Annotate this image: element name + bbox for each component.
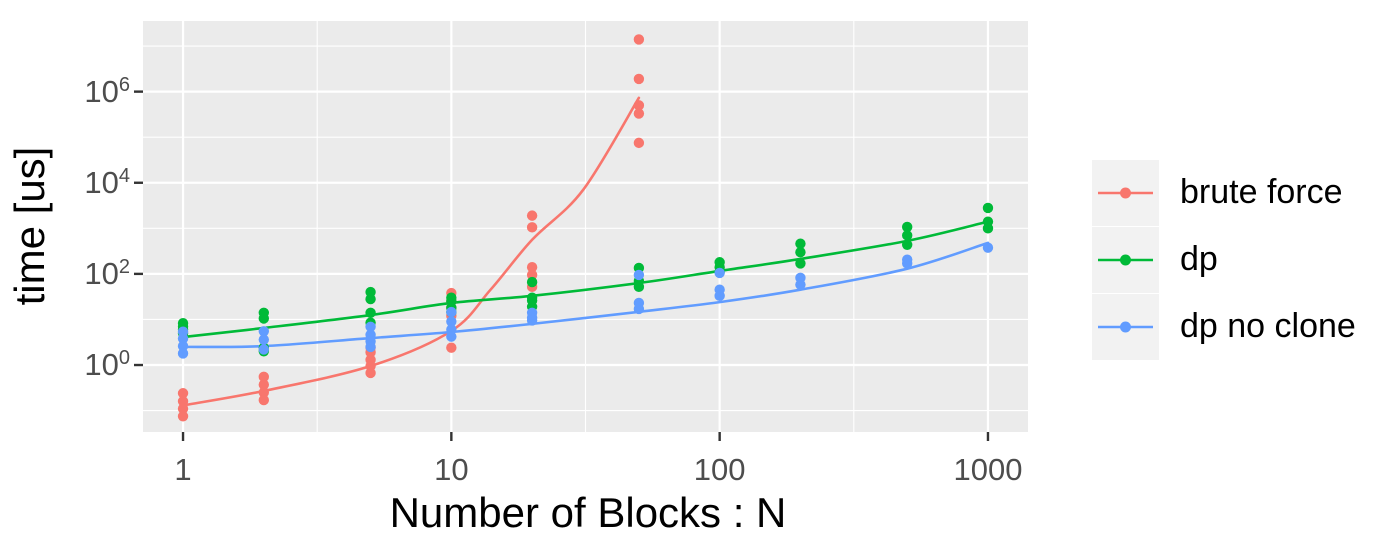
dp-no-clone-point xyxy=(446,306,457,318)
brute-force-smooth-line xyxy=(181,96,641,407)
brute-force-point xyxy=(526,269,538,281)
dp-point xyxy=(901,239,913,250)
dp-no-clone-point xyxy=(258,326,270,337)
dp-point xyxy=(365,293,376,305)
legend-key-dot-icon xyxy=(1120,254,1131,265)
dp-no-clone-point xyxy=(177,348,189,359)
brute-force-point xyxy=(526,262,538,273)
dp-no-clone-point xyxy=(446,331,457,342)
brute-force-point xyxy=(177,411,189,422)
dp-no-clone-point xyxy=(526,315,538,326)
brute-force-point xyxy=(633,108,645,119)
x-tick-label: 10 xyxy=(434,452,469,487)
dp-no-clone-point xyxy=(982,242,994,253)
dp-no-clone-point xyxy=(177,333,189,344)
legend-key-dot-icon xyxy=(1120,321,1131,332)
brute-force-point xyxy=(633,137,645,149)
legend-label: brute force xyxy=(1180,173,1343,211)
dp-smooth-line xyxy=(181,220,990,339)
x-tick-label: 1 xyxy=(174,452,192,487)
brute-force-point xyxy=(177,388,189,399)
dp-no-clone-point xyxy=(633,303,645,315)
y-tick-label: 102 xyxy=(84,255,130,291)
dp-no-clone-point xyxy=(177,340,189,352)
dp-point xyxy=(982,223,994,234)
dp-no-clone-point xyxy=(258,334,270,345)
dp-point xyxy=(982,202,994,214)
legend-item: brute force xyxy=(1092,159,1356,226)
legend-item: dp no clone xyxy=(1092,293,1356,360)
x-tick-label: 100 xyxy=(693,452,746,487)
dp-no-clone-point xyxy=(714,267,725,279)
dp-no-clone-smooth-line xyxy=(181,241,990,349)
dp-point xyxy=(365,307,376,318)
dp-no-clone-point xyxy=(365,341,376,353)
brute-force-point xyxy=(633,73,645,85)
x-tick-label: 1000 xyxy=(953,452,1023,487)
dp-no-clone-point xyxy=(446,316,457,327)
dp-point xyxy=(526,276,538,288)
y-tick-label: 100 xyxy=(84,347,130,383)
dp-no-clone-point xyxy=(901,258,913,269)
brute-force-point xyxy=(526,222,538,233)
brute-force-point xyxy=(633,34,645,45)
y-tick-label: 106 xyxy=(84,73,130,109)
brute-force-point xyxy=(526,210,538,221)
dp-point xyxy=(258,313,270,324)
legend-label: dp no clone xyxy=(1180,307,1356,345)
dp-no-clone-point xyxy=(365,321,376,332)
legend-label: dp xyxy=(1180,240,1218,278)
dp-point xyxy=(633,281,645,293)
dp-point xyxy=(795,246,806,258)
legend-key-dp xyxy=(1092,226,1159,293)
legend: brute force dp dp no clone xyxy=(1092,159,1356,360)
dp-point xyxy=(901,221,913,233)
brute-force-point xyxy=(258,394,270,406)
dp-no-clone-point xyxy=(633,269,645,281)
dp-point xyxy=(795,258,806,269)
legend-key-brute-force xyxy=(1092,159,1159,226)
dp-no-clone-point xyxy=(258,344,270,355)
brute-force-point xyxy=(258,379,270,390)
y-tick-label: 104 xyxy=(84,164,130,200)
legend-key-dot-icon xyxy=(1120,187,1131,198)
legend-item: dp xyxy=(1092,226,1356,293)
brute-force-point xyxy=(446,342,457,353)
brute-force-point xyxy=(258,387,270,398)
dp-no-clone-point xyxy=(714,290,725,302)
dp-point xyxy=(901,230,913,241)
dp-no-clone-point xyxy=(795,279,806,290)
legend-key-dp-no-clone xyxy=(1092,293,1159,360)
dp-point xyxy=(795,238,806,249)
brute-force-point xyxy=(177,403,189,414)
x-axis-title: Number of Blocks : N xyxy=(389,489,787,536)
brute-force-point xyxy=(258,371,270,383)
brute-force-point xyxy=(365,367,376,379)
brute-force-point xyxy=(177,396,189,407)
brute-force-point xyxy=(633,100,645,111)
